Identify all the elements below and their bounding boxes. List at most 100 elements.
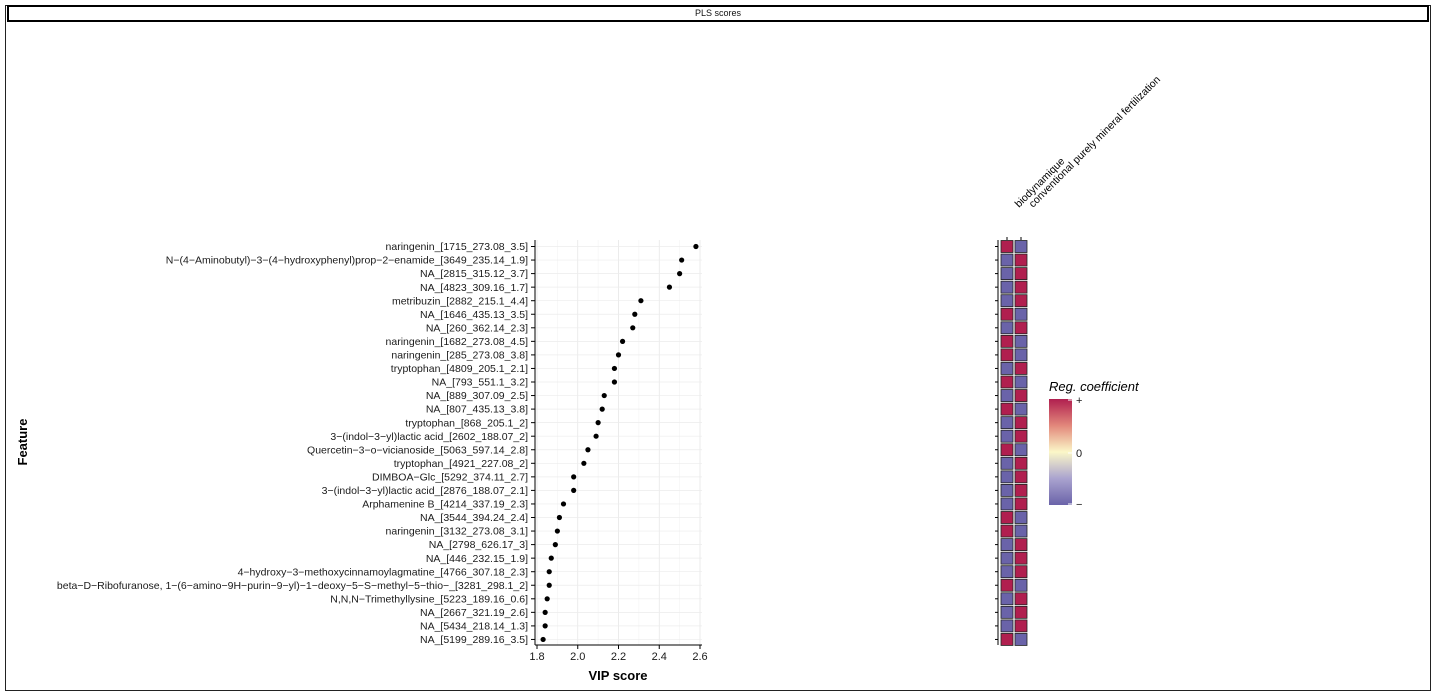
- heatmap-cell: [1000, 294, 1014, 308]
- feature-label: N−(4−Aminobutyl)−3−(4−hydroxyphenyl)prop…: [166, 255, 528, 267]
- x-tick-label: 2.0: [570, 651, 585, 663]
- feature-label: 4−hydroxy−3−methoxycinnamoylagmatine_[47…: [238, 566, 528, 578]
- heatmap-cell: [1014, 470, 1028, 484]
- feature-labels: naringenin_[1715_273.08_3.5] N−(4−Aminobu…: [57, 241, 528, 646]
- heatmap-cell: [1000, 362, 1014, 375]
- heatmap-cell: [1014, 321, 1028, 335]
- vip-point: [585, 447, 591, 453]
- axes: 1.8 2.0 2.2 2.4 2.6: [529, 240, 708, 663]
- heatmap-cell: [1014, 578, 1028, 592]
- vip-point: [666, 284, 673, 290]
- vip-point: [571, 487, 577, 493]
- heatmap-cell: [1000, 321, 1014, 335]
- legend-label-plus: +: [1076, 395, 1082, 407]
- vip-point: [630, 325, 636, 331]
- vip-point: [677, 271, 683, 277]
- feature-label: NA_[446_232.15_1.9]: [426, 553, 528, 565]
- vip-point: [611, 379, 618, 385]
- feature-label: NA_[793_551.1_3.2]: [432, 377, 528, 389]
- heatmap-cell: [1000, 538, 1014, 551]
- legend-label-minus: −: [1076, 499, 1082, 511]
- vip-point: [593, 433, 599, 439]
- heatmap-cell: [1000, 348, 1014, 362]
- heatmap-cell: [1000, 633, 1014, 646]
- heatmap-cell: [1014, 633, 1028, 646]
- heatmap-cell: [1014, 280, 1028, 294]
- feature-label: tryptophan_[868_205.1_2]: [405, 417, 528, 429]
- feature-label: DIMBOA−Glc_[5292_374.11_2.7]: [372, 471, 528, 483]
- feature-label: naringenin_[3132_273.08_3.1]: [386, 526, 529, 538]
- vip-point: [542, 609, 548, 615]
- heatmap-cell: [1014, 429, 1028, 443]
- heatmap-cell: [1000, 565, 1014, 579]
- feature-label: tryptophan_[4921_227.08_2]: [394, 458, 528, 470]
- legend-label-zero: 0: [1076, 448, 1082, 460]
- heatmap-cell: [1000, 605, 1014, 619]
- heatmap-cell: [1000, 592, 1014, 606]
- heatmap-cell: [1014, 605, 1028, 619]
- heatmap-cell: [1014, 456, 1028, 470]
- vip-point: [599, 406, 605, 412]
- vip-point: [544, 596, 550, 602]
- heatmap-cell: [1000, 483, 1014, 497]
- vip-point: [540, 636, 546, 643]
- feature-label: NA_[5434_218.14_1.3]: [420, 621, 528, 633]
- vip-point: [560, 501, 567, 507]
- heatmap-cell: [1000, 389, 1014, 402]
- vip-point: [595, 420, 601, 426]
- feature-label: NA_[260_362.14_2.3]: [426, 322, 528, 334]
- heatmap-cell: [1014, 497, 1028, 511]
- vip-point: [601, 392, 607, 399]
- feature-label: tryptophan_[4809_205.1_2.1]: [391, 363, 528, 375]
- heatmap-cell: [1000, 416, 1014, 430]
- vip-point: [693, 243, 699, 250]
- heatmap-cell: [1000, 578, 1014, 592]
- feature-label: Quercetin−3−o−vicianoside_[5063_597.14_2…: [307, 444, 528, 456]
- feature-label: 3−(indol−3−yl)lactic acid_[2602_188.07_2…: [330, 431, 528, 443]
- vip-point: [542, 623, 548, 629]
- heatmap-cell: [1000, 280, 1014, 294]
- feature-label: NA_[3544_394.24_2.4]: [420, 512, 528, 524]
- heatmap-cell: [1014, 511, 1028, 524]
- feature-label: NA_[807_435.13_3.8]: [426, 404, 528, 416]
- vip-point: [679, 257, 685, 263]
- heatmap-cell: [1014, 565, 1028, 579]
- heatmap-cell: [1000, 511, 1014, 524]
- feature-label: naringenin_[1682_273.08_4.5]: [386, 336, 529, 348]
- vip-point: [554, 528, 560, 534]
- heatmap-cell: [1014, 267, 1028, 281]
- vip-point: [619, 338, 626, 344]
- heatmap-cell: [1000, 267, 1014, 281]
- feature-label: NA_[889_307.09_2.5]: [426, 390, 528, 402]
- heatmap-cell: [1014, 240, 1028, 253]
- heatmap-cell: [1014, 619, 1028, 633]
- heatmap-cell: [1000, 307, 1014, 321]
- heatmap-cell: [1014, 416, 1028, 430]
- heatmap-cell: [1014, 483, 1028, 497]
- heatmap-cell: [1014, 551, 1028, 565]
- feature-label: N,N,N−Trimethyllysine_[5223_189.16_0.6]: [330, 593, 528, 605]
- heatmap-cell: [1000, 497, 1014, 511]
- feature-label: Arphamenine B_[4214_337.19_2.3]: [362, 499, 528, 511]
- heatmap-cell: [1000, 470, 1014, 484]
- vip-point: [581, 460, 587, 466]
- feature-label: NA_[4823_309.16_1.7]: [420, 282, 528, 294]
- vip-points: [540, 243, 699, 643]
- heatmap-cell: [1000, 429, 1014, 443]
- legend-title: Reg. coefficient: [1049, 379, 1140, 394]
- heatmap-cell: [1014, 253, 1028, 267]
- heatmap-cell: [1000, 375, 1014, 389]
- facet-strip-title: PLS scores: [7, 5, 1429, 22]
- heatmap-cell: [1014, 334, 1028, 348]
- grid-lines: [535, 240, 702, 645]
- vip-point: [632, 311, 638, 317]
- feature-label: naringenin_[1715_273.08_3.5]: [386, 241, 529, 253]
- heatmap-cell: [1014, 592, 1028, 606]
- heatmap-cell: [1014, 524, 1028, 538]
- heatmap-cell: [1000, 253, 1014, 267]
- heatmap-cell: [1000, 551, 1014, 565]
- heatmap-cell: [1000, 619, 1014, 633]
- heatmap-column-header: conventional purely mineral fertilizatio…: [1027, 74, 1164, 211]
